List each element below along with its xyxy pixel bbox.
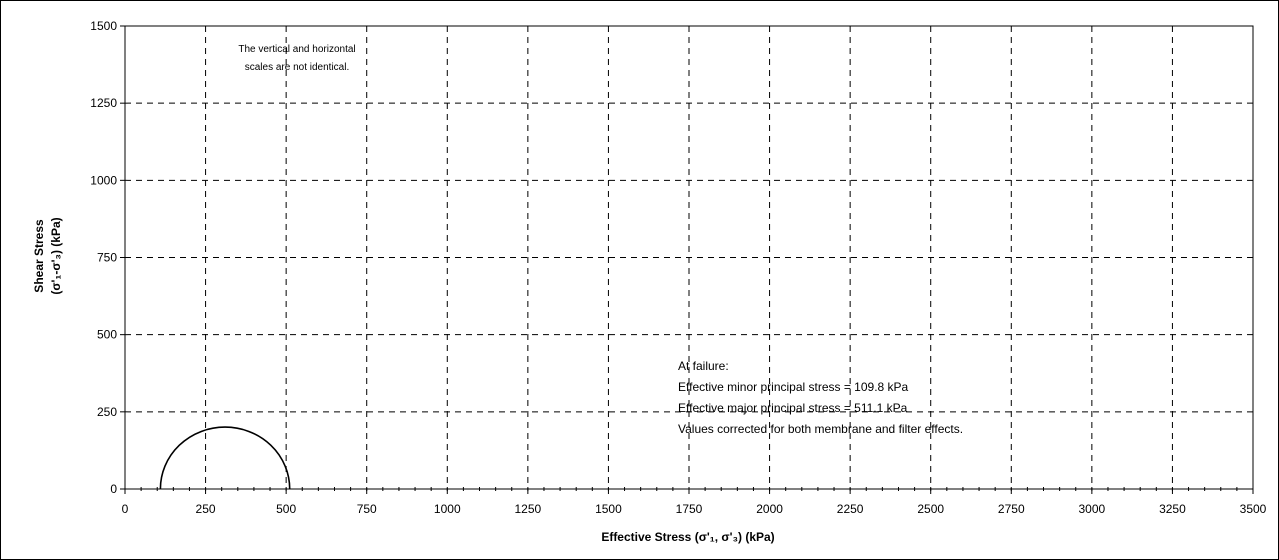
- x-tick-label: 2250: [837, 502, 864, 516]
- y-axis-title-line-1: Shear Stress: [32, 219, 46, 293]
- y-tick-label: 500: [97, 328, 117, 342]
- x-tick-label: 3500: [1240, 502, 1267, 516]
- plot-marks: [159, 426, 291, 490]
- y-tick-label: 250: [97, 405, 117, 419]
- x-tick-label: 750: [357, 502, 377, 516]
- y-axis-title-line-2: (σ'₁-σ'₃) (kPa): [49, 217, 63, 294]
- y-tick-label: 1500: [90, 19, 117, 33]
- mohr-circle: [159, 426, 291, 490]
- x-tick-label: 2500: [917, 502, 944, 516]
- x-tick-label: 1000: [434, 502, 461, 516]
- x-tick-label: 2750: [998, 502, 1025, 516]
- x-tick-label: 1250: [515, 502, 542, 516]
- y-tick-label: 0: [110, 482, 117, 496]
- y-tick-label: 1000: [90, 173, 117, 187]
- scale-note-line-1: The vertical and horizontal: [238, 44, 355, 55]
- x-tick-label: 1500: [595, 502, 622, 516]
- x-tick-label: 1750: [676, 502, 703, 516]
- x-tick-label: 0: [122, 502, 129, 516]
- failure-note-line-2: Effective minor principal stress = 109.8…: [678, 380, 909, 394]
- x-tick-label: 3000: [1079, 502, 1106, 516]
- x-tick-label: 250: [196, 502, 216, 516]
- y-tick-label: 750: [97, 251, 117, 265]
- axis-ticks: 0 250 500 750 1000 1250 1500 1750 2000 2250 2500 27…: [90, 19, 1266, 516]
- grid-lines: [125, 26, 1253, 489]
- x-tick-label: 500: [276, 502, 296, 516]
- failure-note-line-4: Values corrected for both membrane and f…: [678, 422, 963, 436]
- failure-note-line-3: Effective major principal stress = 511.1…: [678, 401, 908, 415]
- x-tick-label: 3250: [1159, 502, 1186, 516]
- scale-note-line-2: scales are not identical.: [245, 62, 350, 73]
- x-axis-title: Effective Stress (σ'₁, σ'₃) (kPa): [601, 530, 774, 544]
- y-tick-label: 1250: [90, 96, 117, 110]
- x-tick-label: 2000: [756, 502, 783, 516]
- failure-note-line-1: At failure:: [678, 359, 729, 373]
